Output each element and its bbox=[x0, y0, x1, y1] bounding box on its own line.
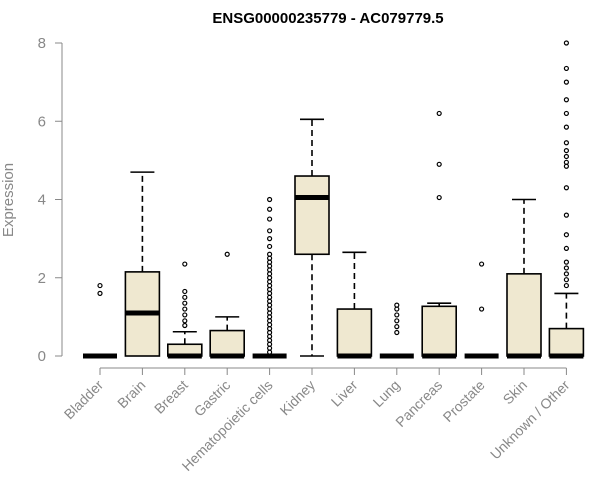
outlier-point bbox=[563, 65, 570, 72]
x-tick-label: Liver bbox=[328, 377, 361, 410]
outlier-point bbox=[182, 288, 188, 295]
outlier-point bbox=[563, 40, 570, 46]
y-tick-label: 0 bbox=[38, 348, 46, 365]
outlier-point bbox=[97, 290, 103, 296]
outlier-point bbox=[182, 322, 188, 329]
box-brain bbox=[124, 171, 161, 357]
outlier-point bbox=[267, 216, 273, 222]
chart-title: ENSG00000235779 - AC079779.5 bbox=[212, 10, 443, 27]
box-liver bbox=[336, 251, 373, 359]
outlier-point bbox=[267, 251, 273, 257]
outlier-point bbox=[182, 261, 188, 267]
outlier-point bbox=[479, 261, 485, 267]
outlier-point bbox=[267, 236, 273, 242]
box-body bbox=[294, 175, 330, 256]
outlier-point bbox=[182, 300, 188, 306]
outlier-point bbox=[563, 212, 570, 218]
box-body bbox=[506, 273, 542, 357]
outlier-point bbox=[182, 294, 188, 300]
box-prostate bbox=[464, 261, 499, 359]
outlier-point bbox=[394, 329, 400, 336]
y-tick-label: 8 bbox=[38, 35, 46, 52]
box-lung bbox=[379, 302, 414, 359]
outlier-point bbox=[394, 302, 400, 308]
x-tick-label: Prostate bbox=[440, 377, 488, 425]
outlier-point bbox=[394, 318, 400, 324]
box-skin bbox=[506, 198, 542, 359]
x-tick-label: Kidney bbox=[277, 377, 319, 419]
box-kidney bbox=[294, 118, 330, 357]
outlier-point bbox=[563, 185, 570, 191]
outlier-point bbox=[563, 259, 570, 265]
outlier-point bbox=[436, 110, 442, 117]
outlier-point bbox=[563, 79, 570, 85]
outlier-point bbox=[267, 243, 273, 250]
y-axis: 0 2 4 6 8 bbox=[38, 35, 63, 365]
y-tick-label: 2 bbox=[38, 270, 46, 287]
x-tick-label: Unknown / Other bbox=[487, 377, 573, 463]
x-tick-label: Breast bbox=[151, 377, 191, 417]
outlier-point bbox=[182, 306, 188, 312]
outlier-point bbox=[394, 324, 400, 330]
outlier-point bbox=[563, 147, 570, 154]
box-body bbox=[548, 327, 585, 357]
outlier-point bbox=[563, 271, 570, 277]
y-axis-label: Expression bbox=[0, 163, 17, 237]
outlier-point bbox=[563, 124, 570, 130]
box-pancreas bbox=[421, 110, 458, 359]
box-body bbox=[336, 308, 373, 357]
outlier-point bbox=[436, 194, 442, 201]
outlier-point bbox=[267, 206, 273, 212]
outlier-point bbox=[479, 306, 485, 312]
outlier-point bbox=[224, 251, 230, 257]
outlier-point bbox=[563, 159, 570, 165]
x-tick-label: Skin bbox=[500, 377, 531, 408]
box-gastric bbox=[209, 251, 245, 359]
x-tick-label: Pancreas bbox=[392, 377, 445, 430]
y-tick-label: 4 bbox=[38, 192, 46, 209]
outlier-point bbox=[563, 110, 570, 117]
outlier-point bbox=[563, 245, 570, 252]
outlier-point bbox=[563, 277, 570, 283]
x-tick-label: Lung bbox=[370, 377, 403, 410]
outlier-point bbox=[563, 232, 570, 238]
outlier-point bbox=[182, 312, 188, 318]
outlier-point bbox=[563, 265, 570, 271]
box-hematopoietic-cells bbox=[252, 196, 287, 359]
y-tick-label: 6 bbox=[38, 113, 46, 130]
outlier-point bbox=[563, 140, 570, 146]
x-tick-label: Brain bbox=[114, 377, 148, 411]
outlier-point bbox=[267, 228, 273, 234]
outlier-point bbox=[563, 153, 570, 160]
box-body bbox=[421, 305, 458, 357]
outlier-point bbox=[267, 196, 273, 203]
outlier-point bbox=[182, 318, 188, 324]
box-bladder bbox=[83, 282, 117, 359]
x-tick-label: Bladder bbox=[61, 377, 107, 423]
box-unknown-other bbox=[548, 40, 585, 359]
outlier-point bbox=[97, 282, 103, 289]
outlier-point bbox=[563, 97, 570, 103]
box-body bbox=[209, 329, 245, 357]
outlier-point bbox=[436, 161, 442, 167]
boxes-layer bbox=[83, 40, 585, 359]
box-breast bbox=[167, 261, 203, 359]
outlier-point bbox=[563, 282, 570, 289]
outlier-point bbox=[394, 312, 400, 318]
